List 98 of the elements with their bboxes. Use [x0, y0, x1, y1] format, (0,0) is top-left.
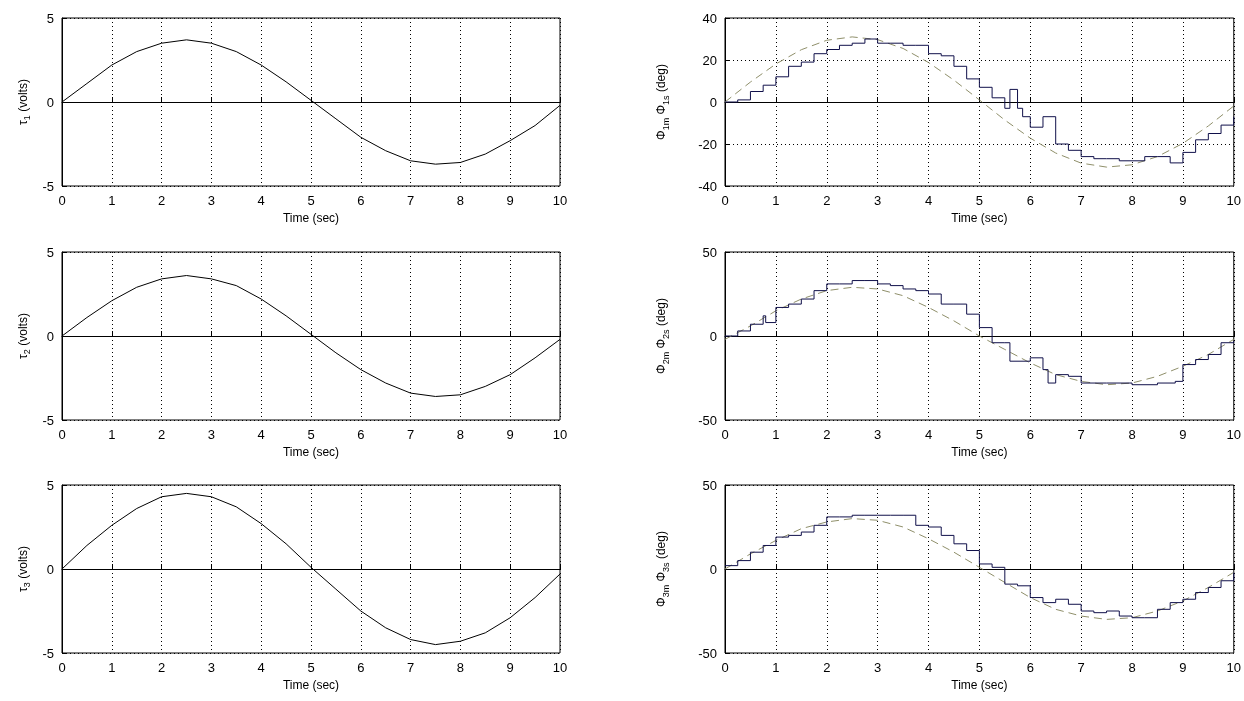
- x-tick-label: 10: [552, 193, 568, 208]
- y-tick-label: 5: [46, 244, 54, 260]
- x-tick-label: 4: [924, 426, 933, 442]
- y-tick-label: -5: [42, 645, 54, 661]
- y-tick-label: -5: [42, 412, 54, 428]
- x-tick-label: 9: [506, 660, 514, 676]
- x-tick-label: 5: [975, 660, 983, 676]
- x-axis-title: Time (sec): [951, 210, 1008, 225]
- x-tick-label: 7: [406, 193, 415, 208]
- x-tick-label: 8: [456, 660, 465, 676]
- x-tick-label: 9: [506, 193, 514, 208]
- x-tick-label: 6: [1026, 193, 1034, 208]
- x-tick-label: 4: [257, 660, 265, 676]
- x-tick-label: 6: [357, 193, 365, 208]
- x-tick-label: 7: [406, 660, 415, 676]
- x-tick-label: 6: [1026, 426, 1034, 442]
- x-tick-label: 3: [874, 193, 882, 208]
- x-tick-label: 6: [357, 660, 365, 676]
- x-tick-label: 9: [1179, 660, 1187, 676]
- x-tick-label: 1: [108, 660, 116, 676]
- x-tick-label: 9: [506, 426, 514, 442]
- y-tick-label: 0: [46, 328, 54, 344]
- y-tick-label: -40: [698, 178, 717, 194]
- y-axis-title: τ1 (volts): [15, 79, 33, 125]
- y-tick-label: -5: [42, 178, 54, 194]
- x-tick-label: 2: [823, 660, 831, 676]
- y-tick-label: 20: [702, 52, 717, 68]
- x-tick-label: 8: [1128, 193, 1136, 208]
- y-tick-label: 0: [709, 328, 717, 344]
- x-tick-label: 7: [1077, 660, 1085, 676]
- x-tick-label: 3: [207, 426, 216, 442]
- y-axis-title: Φ3m Φ3s (deg): [654, 531, 671, 608]
- x-tick-label: 3: [874, 660, 882, 676]
- x-tick-label: 7: [406, 426, 415, 442]
- y-tick-label: 0: [709, 561, 717, 577]
- x-tick-label: 4: [257, 426, 265, 442]
- x-tick-label: 2: [157, 660, 166, 676]
- x-tick-label: 10: [552, 660, 568, 676]
- x-tick-label: 4: [257, 193, 265, 208]
- y-axis-title: Φ1m Φ1s (deg): [654, 64, 671, 140]
- x-tick-label: 10: [1226, 193, 1241, 208]
- x-tick-label: 10: [1226, 426, 1241, 442]
- x-tick-label: 9: [1179, 426, 1187, 442]
- y-tick-label: 50: [702, 477, 717, 493]
- x-tick-label: 4: [924, 660, 933, 676]
- x-axis-title: Time (sec): [282, 678, 340, 693]
- x-axis-title: Time (sec): [951, 444, 1008, 459]
- y-tick-label: 50: [702, 244, 717, 260]
- x-tick-label: 6: [357, 426, 365, 442]
- y-tick-label: 0: [46, 561, 54, 577]
- x-tick-label: 5: [975, 426, 983, 442]
- y-tick-label: -20: [698, 136, 717, 152]
- x-tick-label: 7: [1077, 426, 1085, 442]
- x-tick-label: 8: [456, 193, 465, 208]
- y-tick-label: 5: [46, 477, 54, 493]
- x-tick-label: 1: [108, 193, 116, 208]
- y-tick-label: -50: [698, 645, 717, 661]
- x-tick-label: 5: [307, 193, 315, 208]
- y-tick-label: 0: [709, 94, 717, 110]
- x-tick-label: 3: [874, 426, 882, 442]
- x-tick-label: 7: [1077, 193, 1085, 208]
- x-tick-label: 0: [58, 426, 66, 442]
- y-axis-title: Φ2m Φ2s (deg): [654, 297, 671, 374]
- x-tick-label: 3: [207, 660, 216, 676]
- x-tick-label: 10: [552, 426, 568, 442]
- x-tick-label: 5: [975, 193, 983, 208]
- x-tick-label: 1: [772, 193, 780, 208]
- y-tick-label: 5: [46, 10, 54, 26]
- x-axis-title: Time (sec): [282, 444, 340, 459]
- x-tick-label: 0: [58, 660, 66, 676]
- x-tick-label: 1: [108, 426, 116, 442]
- y-tick-label: 40: [702, 10, 717, 26]
- x-axis-title: Time (sec): [951, 678, 1008, 693]
- x-tick-label: 0: [721, 660, 729, 676]
- x-tick-label: 2: [823, 426, 831, 442]
- x-tick-label: 8: [1128, 660, 1136, 676]
- x-tick-label: 2: [823, 193, 831, 208]
- x-tick-label: 2: [157, 426, 166, 442]
- x-tick-label: 2: [157, 193, 166, 208]
- x-tick-label: 6: [1026, 660, 1034, 676]
- x-tick-label: 4: [924, 193, 933, 208]
- y-axis-title: τ3 (volts): [15, 546, 33, 593]
- x-tick-label: 1: [772, 426, 780, 442]
- x-tick-label: 9: [1179, 193, 1187, 208]
- x-tick-label: 8: [456, 426, 465, 442]
- x-tick-label: 8: [1128, 426, 1136, 442]
- x-tick-label: 0: [721, 193, 729, 208]
- x-tick-label: 3: [207, 193, 216, 208]
- y-tick-label: 0: [46, 94, 54, 110]
- x-tick-label: 0: [721, 426, 729, 442]
- y-axis-title: τ2 (volts): [15, 312, 33, 359]
- x-tick-label: 1: [772, 660, 780, 676]
- x-tick-label: 0: [58, 193, 66, 208]
- x-tick-label: 10: [1226, 660, 1241, 676]
- x-axis-title: Time (sec): [282, 210, 340, 225]
- x-tick-label: 5: [307, 660, 315, 676]
- y-tick-label: -50: [698, 412, 717, 428]
- x-tick-label: 5: [307, 426, 315, 442]
